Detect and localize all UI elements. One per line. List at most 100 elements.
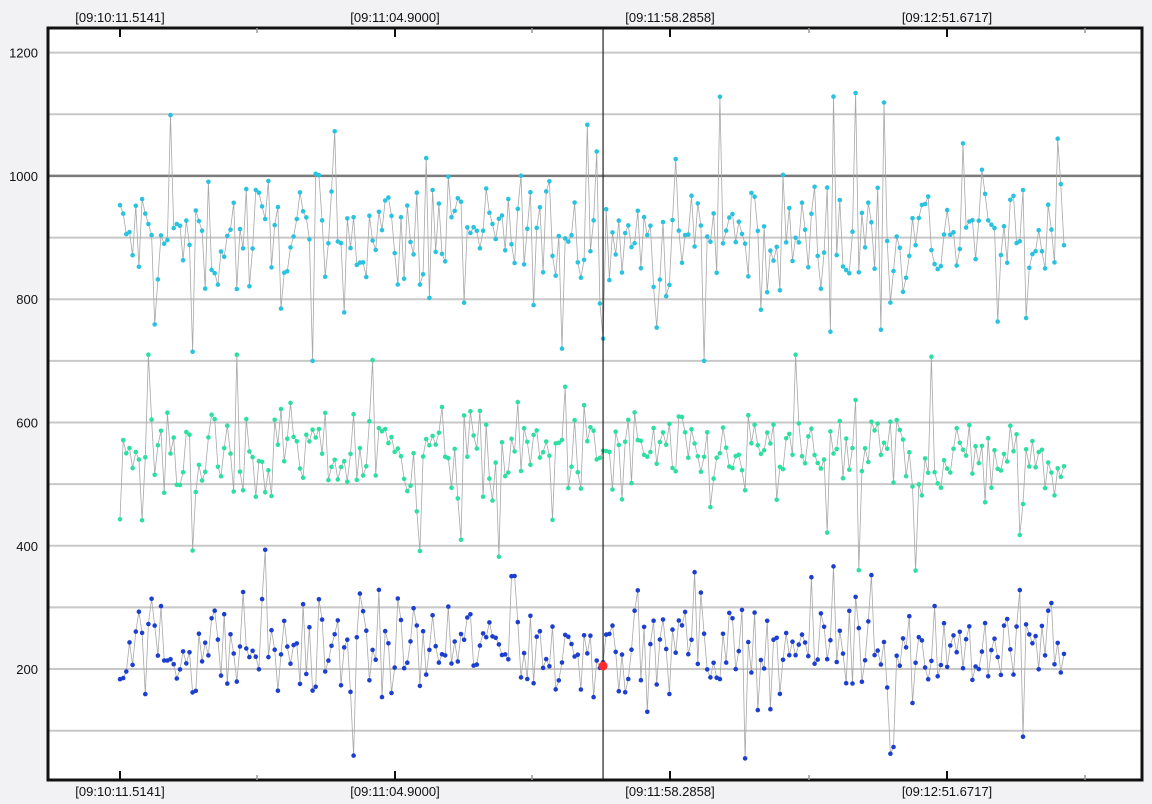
data-point — [534, 634, 539, 639]
data-point — [493, 635, 499, 641]
data-point — [907, 613, 912, 619]
data-point — [471, 433, 476, 438]
data-point — [1011, 672, 1016, 677]
data-point — [629, 244, 634, 250]
data-point — [364, 464, 369, 469]
data-point — [1027, 464, 1032, 469]
cursor-marker[interactable] — [598, 661, 608, 671]
data-point — [547, 453, 552, 459]
data-point — [471, 224, 476, 230]
data-point — [1039, 447, 1045, 453]
data-point — [815, 460, 820, 466]
data-point — [585, 651, 590, 656]
data-point — [338, 464, 344, 470]
data-point — [610, 230, 615, 235]
data-point — [742, 241, 748, 246]
data-point — [231, 200, 236, 206]
data-point — [313, 435, 319, 440]
y-tick-label: 1200 — [9, 46, 38, 61]
data-point — [982, 191, 988, 197]
data-point — [793, 235, 798, 241]
data-point — [787, 431, 792, 437]
data-point — [480, 228, 486, 233]
data-point — [389, 690, 394, 696]
data-point — [954, 263, 959, 268]
data-point — [262, 547, 268, 553]
data-point — [360, 608, 366, 614]
data-point — [591, 218, 596, 223]
data-point — [139, 196, 145, 202]
data-point — [275, 442, 281, 448]
data-point — [376, 209, 382, 215]
data-point — [423, 436, 429, 442]
data-point — [1039, 623, 1045, 629]
y-tick-label: 200 — [16, 662, 38, 677]
data-point — [304, 671, 309, 677]
data-point — [1017, 239, 1023, 244]
data-point — [761, 448, 767, 453]
data-point — [367, 418, 372, 424]
data-point — [796, 642, 802, 647]
data-point — [891, 268, 896, 274]
data-point — [843, 436, 849, 441]
data-point — [417, 282, 423, 287]
data-point — [184, 218, 189, 223]
data-point — [329, 464, 334, 470]
plot-background — [48, 28, 1142, 780]
data-point — [925, 470, 931, 476]
data-point — [701, 631, 707, 636]
data-point — [632, 410, 637, 415]
data-point — [815, 657, 820, 662]
data-point — [461, 413, 467, 418]
data-point — [1030, 438, 1035, 444]
data-point — [231, 489, 236, 494]
data-point — [177, 482, 183, 488]
data-point — [755, 228, 761, 234]
data-point — [749, 670, 754, 675]
data-point — [506, 196, 511, 202]
data-point — [1058, 670, 1064, 675]
data-point — [212, 270, 217, 276]
data-point — [446, 174, 451, 179]
data-point — [925, 194, 931, 199]
data-point — [461, 637, 467, 643]
data-point — [247, 654, 252, 660]
data-point — [240, 589, 246, 595]
data-point — [234, 679, 240, 684]
data-point — [834, 659, 839, 665]
data-point — [386, 195, 391, 200]
data-point — [739, 607, 745, 613]
data-point — [1045, 202, 1051, 207]
data-point — [171, 661, 176, 667]
data-point — [935, 674, 940, 679]
data-point — [288, 661, 293, 666]
data-point — [723, 228, 729, 233]
data-point — [736, 452, 742, 458]
data-point — [405, 660, 410, 665]
data-point — [386, 641, 391, 646]
data-point — [982, 620, 988, 626]
data-point — [433, 643, 439, 649]
data-point — [663, 293, 669, 299]
data-point — [711, 660, 716, 666]
data-point — [521, 262, 527, 267]
data-point — [161, 241, 167, 247]
data-point — [499, 440, 505, 445]
data-point — [695, 661, 701, 667]
data-point — [304, 432, 309, 438]
data-point — [989, 485, 994, 491]
data-point — [1004, 616, 1010, 622]
x-tick-label-top: [09:11:04.9000] — [350, 10, 439, 25]
data-point — [686, 651, 691, 657]
data-point — [910, 700, 915, 706]
data-point — [348, 451, 353, 457]
data-point — [436, 201, 442, 206]
data-point — [1049, 470, 1054, 475]
data-point — [916, 634, 922, 640]
series-points — [117, 90, 1067, 364]
data-point — [976, 666, 982, 672]
data-point — [850, 229, 855, 234]
data-point — [351, 214, 356, 220]
data-point — [266, 178, 271, 184]
data-point — [493, 460, 499, 465]
